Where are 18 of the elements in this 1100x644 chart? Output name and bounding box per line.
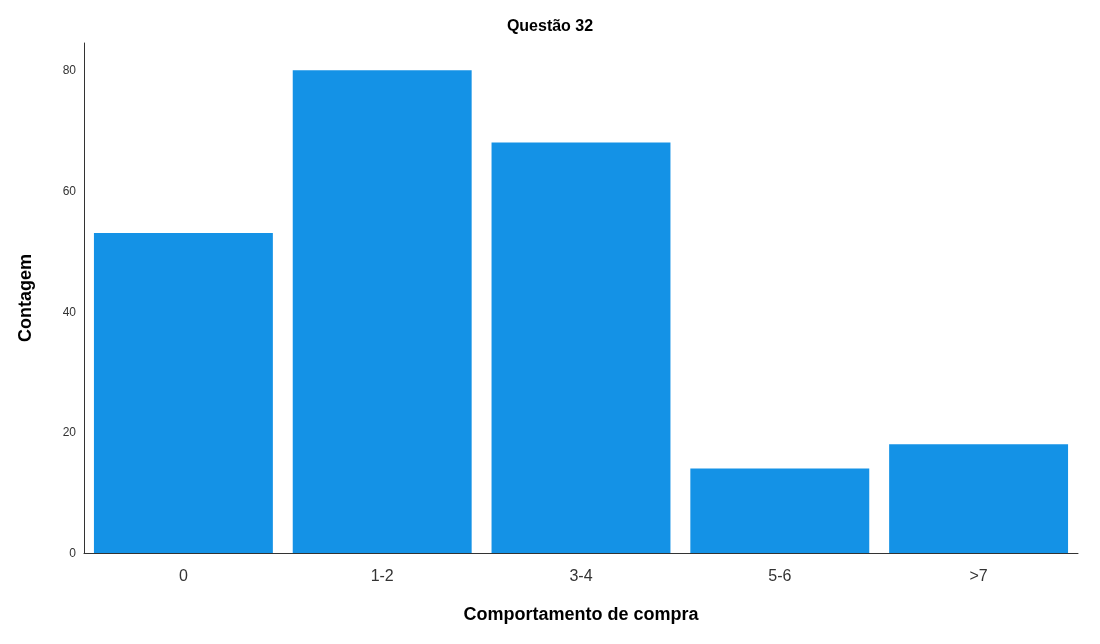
y-tick-label: 80 (62, 63, 77, 78)
y-tick-label: 20 (62, 425, 77, 440)
y-tick-label: 0 (69, 546, 77, 560)
bar (93, 233, 273, 553)
x-tick-label: 0 (178, 566, 188, 584)
bar (292, 70, 472, 553)
x-tick-label: 1-2 (370, 566, 394, 584)
x-tick-label: 5-6 (768, 566, 792, 584)
bar (889, 444, 1069, 553)
y-tick-label: 60 (62, 183, 77, 198)
x-tick-label: 3-4 (569, 566, 593, 584)
x-axis-title: Comportamento de compra (463, 604, 700, 624)
bar (491, 142, 671, 553)
y-tick-label: 40 (62, 304, 77, 319)
x-tick-label: >7 (969, 566, 988, 584)
bar (690, 468, 870, 553)
chart-title: Questão 32 (506, 16, 594, 34)
y-axis-title: Contagem (15, 253, 35, 343)
